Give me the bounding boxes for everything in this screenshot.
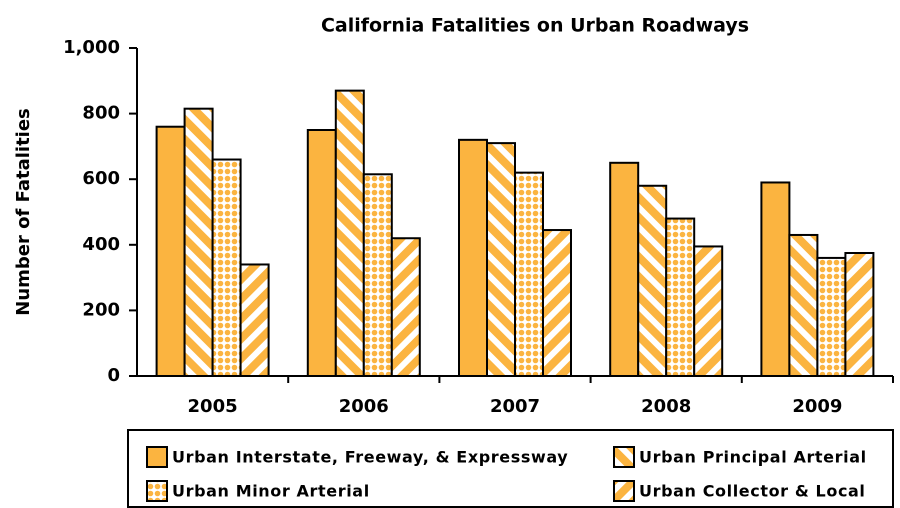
bar xyxy=(183,107,214,378)
legend-label: Urban Principal Arterial xyxy=(639,448,867,467)
legend-label: Urban Collector & Local xyxy=(639,482,866,501)
bar xyxy=(844,252,875,377)
y-tick-label: 800 xyxy=(82,103,120,124)
bar xyxy=(239,263,270,378)
chart-title: California Fatalities on Urban Roadways xyxy=(321,15,749,37)
bar xyxy=(458,138,488,377)
bar xyxy=(390,237,421,377)
bar xyxy=(816,256,847,378)
bar xyxy=(155,125,186,377)
x-tick-label: 2007 xyxy=(490,396,540,417)
y-tick-label: 0 xyxy=(107,365,120,386)
y-tick-label: 1,000 xyxy=(63,37,120,58)
x-tick-label: 2005 xyxy=(188,396,238,417)
legend-label: Urban Minor Arterial xyxy=(172,482,370,501)
bar xyxy=(637,184,668,377)
legend-box xyxy=(127,429,894,508)
legend-swatch xyxy=(146,480,168,502)
bar xyxy=(542,229,572,377)
y-tick-label: 200 xyxy=(82,299,120,320)
legend-swatch xyxy=(613,480,635,502)
bar xyxy=(486,142,516,377)
bar xyxy=(362,173,393,377)
bar xyxy=(306,129,337,377)
y-tick-label: 600 xyxy=(82,168,120,189)
bar xyxy=(760,181,791,377)
bar xyxy=(609,161,640,377)
legend-label: Urban Interstate, Freeway, & Expressway xyxy=(172,448,568,467)
bar xyxy=(514,171,544,377)
y-axis-label: Number of Fatalities xyxy=(13,108,34,316)
bar xyxy=(693,245,724,377)
x-tick-label: 2006 xyxy=(339,396,389,417)
y-tick-label: 400 xyxy=(82,234,120,255)
x-tick-label: 2009 xyxy=(792,396,842,417)
bar xyxy=(211,158,242,377)
x-tick-label: 2008 xyxy=(641,396,691,417)
legend-swatch xyxy=(146,446,168,468)
bar xyxy=(665,217,696,377)
bar xyxy=(334,89,365,377)
bar xyxy=(788,233,819,377)
legend-swatch xyxy=(613,446,635,468)
